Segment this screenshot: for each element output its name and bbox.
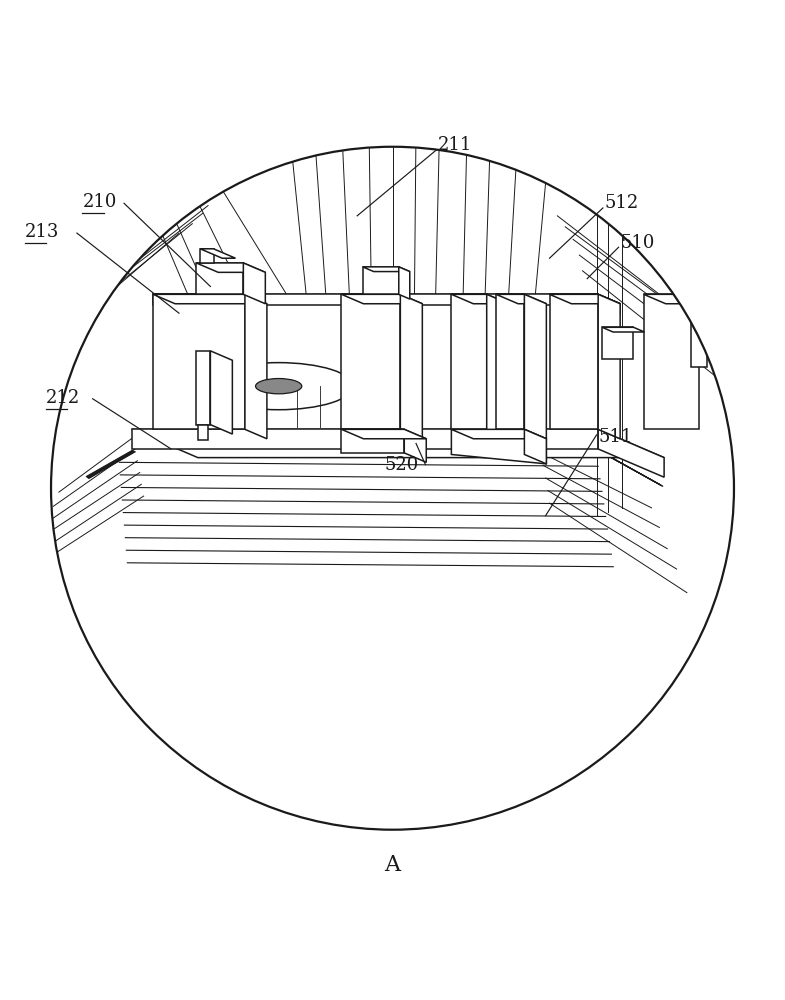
Polygon shape bbox=[153, 294, 267, 304]
Text: 520: 520 bbox=[385, 456, 419, 474]
Polygon shape bbox=[399, 267, 410, 299]
Ellipse shape bbox=[256, 379, 301, 394]
Polygon shape bbox=[487, 294, 509, 439]
Text: 510: 510 bbox=[620, 234, 655, 252]
Polygon shape bbox=[496, 294, 546, 304]
Polygon shape bbox=[198, 425, 208, 440]
Polygon shape bbox=[602, 327, 644, 332]
Polygon shape bbox=[363, 267, 399, 294]
Text: A: A bbox=[385, 854, 400, 876]
Text: 511: 511 bbox=[598, 428, 633, 446]
Text: 211: 211 bbox=[438, 136, 473, 154]
Polygon shape bbox=[341, 294, 400, 429]
Polygon shape bbox=[598, 294, 620, 315]
Polygon shape bbox=[243, 263, 265, 304]
Text: 210: 210 bbox=[82, 193, 117, 211]
Polygon shape bbox=[451, 294, 487, 429]
Circle shape bbox=[51, 147, 734, 830]
Polygon shape bbox=[598, 429, 664, 477]
Polygon shape bbox=[341, 429, 404, 453]
Polygon shape bbox=[404, 429, 426, 462]
Polygon shape bbox=[341, 429, 426, 439]
Polygon shape bbox=[132, 429, 598, 449]
Polygon shape bbox=[204, 386, 353, 427]
Polygon shape bbox=[153, 294, 598, 305]
Polygon shape bbox=[200, 249, 236, 258]
Ellipse shape bbox=[204, 363, 353, 410]
Polygon shape bbox=[496, 294, 524, 429]
Polygon shape bbox=[644, 294, 699, 429]
Polygon shape bbox=[245, 294, 267, 439]
Polygon shape bbox=[196, 263, 243, 294]
Polygon shape bbox=[363, 267, 410, 272]
Polygon shape bbox=[400, 294, 422, 439]
Polygon shape bbox=[210, 351, 232, 434]
Polygon shape bbox=[524, 429, 546, 464]
Polygon shape bbox=[153, 294, 620, 304]
Polygon shape bbox=[550, 294, 598, 429]
Polygon shape bbox=[451, 429, 546, 439]
Polygon shape bbox=[644, 294, 721, 304]
Text: 512: 512 bbox=[604, 194, 639, 212]
Polygon shape bbox=[196, 263, 265, 272]
Polygon shape bbox=[451, 294, 509, 304]
Polygon shape bbox=[691, 302, 706, 367]
Polygon shape bbox=[196, 351, 210, 425]
Text: 213: 213 bbox=[25, 223, 60, 241]
Polygon shape bbox=[341, 294, 422, 304]
Polygon shape bbox=[524, 294, 546, 439]
Text: 212: 212 bbox=[46, 389, 80, 407]
Polygon shape bbox=[132, 429, 664, 458]
Polygon shape bbox=[598, 294, 620, 439]
Polygon shape bbox=[451, 429, 546, 464]
Polygon shape bbox=[602, 327, 633, 359]
Polygon shape bbox=[550, 294, 620, 304]
Polygon shape bbox=[200, 249, 214, 263]
Polygon shape bbox=[153, 294, 245, 429]
